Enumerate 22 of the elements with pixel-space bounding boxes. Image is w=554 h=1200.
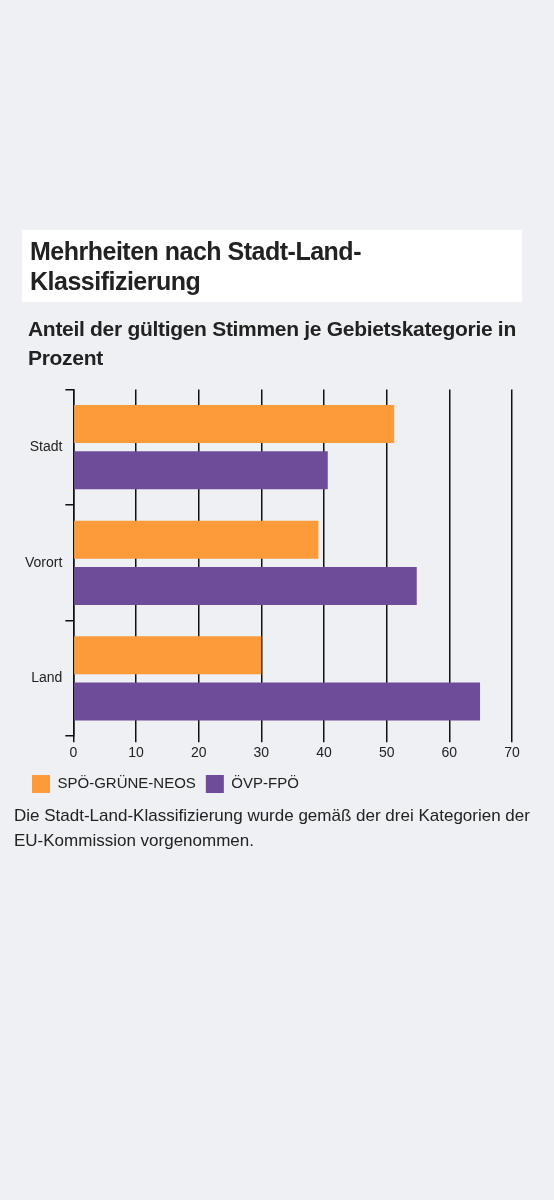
x-tick-label: 60 <box>441 744 458 761</box>
bar <box>74 566 417 605</box>
x-tick-label: 0 <box>69 744 78 761</box>
bar <box>74 520 319 559</box>
x-tick-label: 40 <box>316 744 332 761</box>
x-tick-label: 50 <box>378 744 395 761</box>
y-tick-label: Land <box>31 669 63 686</box>
x-tick-label: 20 <box>190 744 207 761</box>
chart-subtitle: Anteil der gültigen Stimmen je Gebietskategorie in Prozent <box>28 316 517 371</box>
x-tick-label: 70 <box>504 744 520 761</box>
bar <box>74 405 395 444</box>
legend-label: ÖVP-FPÖ <box>231 774 299 792</box>
text: Die Stadt-Land-Klassifizierung wurde gemäß der drei Kategorien der EU-Kommission vorgenommen. <box>14 805 531 852</box>
bar <box>74 682 481 721</box>
bar <box>74 451 328 490</box>
x-tick-label: 10 <box>128 744 145 761</box>
y-tick-label: Vorort <box>24 553 63 570</box>
legend-label: SPÖ-GRÜNE-NEOS <box>57 774 196 792</box>
y-tick-label: Stadt <box>29 438 63 455</box>
bar <box>74 636 262 675</box>
chart-title: Mehrheiten nach Stadt-Land-Klassifizierung <box>22 230 522 302</box>
x-tick-label: 30 <box>253 744 270 761</box>
